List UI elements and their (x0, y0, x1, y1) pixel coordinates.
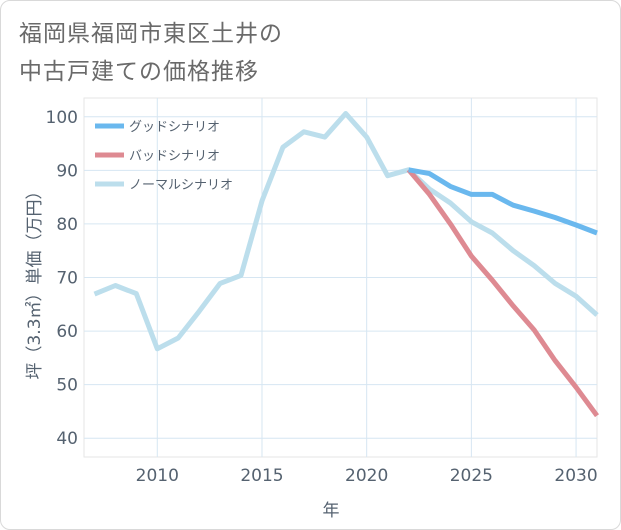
y-axis-label: 坪（3.3㎡）単価（万円） (25, 182, 45, 379)
legend-label-2: ノーマルシナリオ (129, 178, 233, 193)
x-tick-label: 2025 (450, 466, 493, 486)
y-tick-label: 60 (56, 322, 78, 342)
series-layer (93, 111, 600, 418)
y-tick-label: 70 (56, 269, 78, 289)
x-tick-label: 2010 (136, 466, 179, 486)
series-line-1 (406, 168, 600, 418)
x-axis-label: 年 (323, 501, 340, 521)
y-tick-labels: 40 50 60 70 80 90 100 (46, 108, 78, 449)
y-tick-label: 90 (56, 161, 78, 181)
y-tick-label: 50 (56, 376, 78, 396)
chart-title-line1: 福岡県福岡市東区土井の (19, 21, 283, 47)
x-tick-label: 2015 (240, 466, 283, 486)
chart-title: 福岡県福岡市東区土井の 中古戸建ての価格推移 (19, 15, 283, 91)
x-tick-labels: 2010 2015 2020 2025 2030 (136, 466, 598, 486)
legend-label-1: バッドシナリオ (129, 149, 220, 164)
series-line-0 (408, 167, 598, 236)
x-tick-label: 2020 (345, 466, 388, 486)
series-line-2 (93, 111, 599, 352)
chart-title-line2: 中古戸建ての価格推移 (19, 59, 259, 85)
y-tick-label: 80 (56, 215, 78, 235)
legend-label-0: グッドシナリオ (129, 120, 220, 135)
x-tick-label: 2030 (554, 466, 597, 486)
y-tick-label: 100 (46, 108, 78, 128)
y-tick-label: 40 (56, 429, 78, 449)
